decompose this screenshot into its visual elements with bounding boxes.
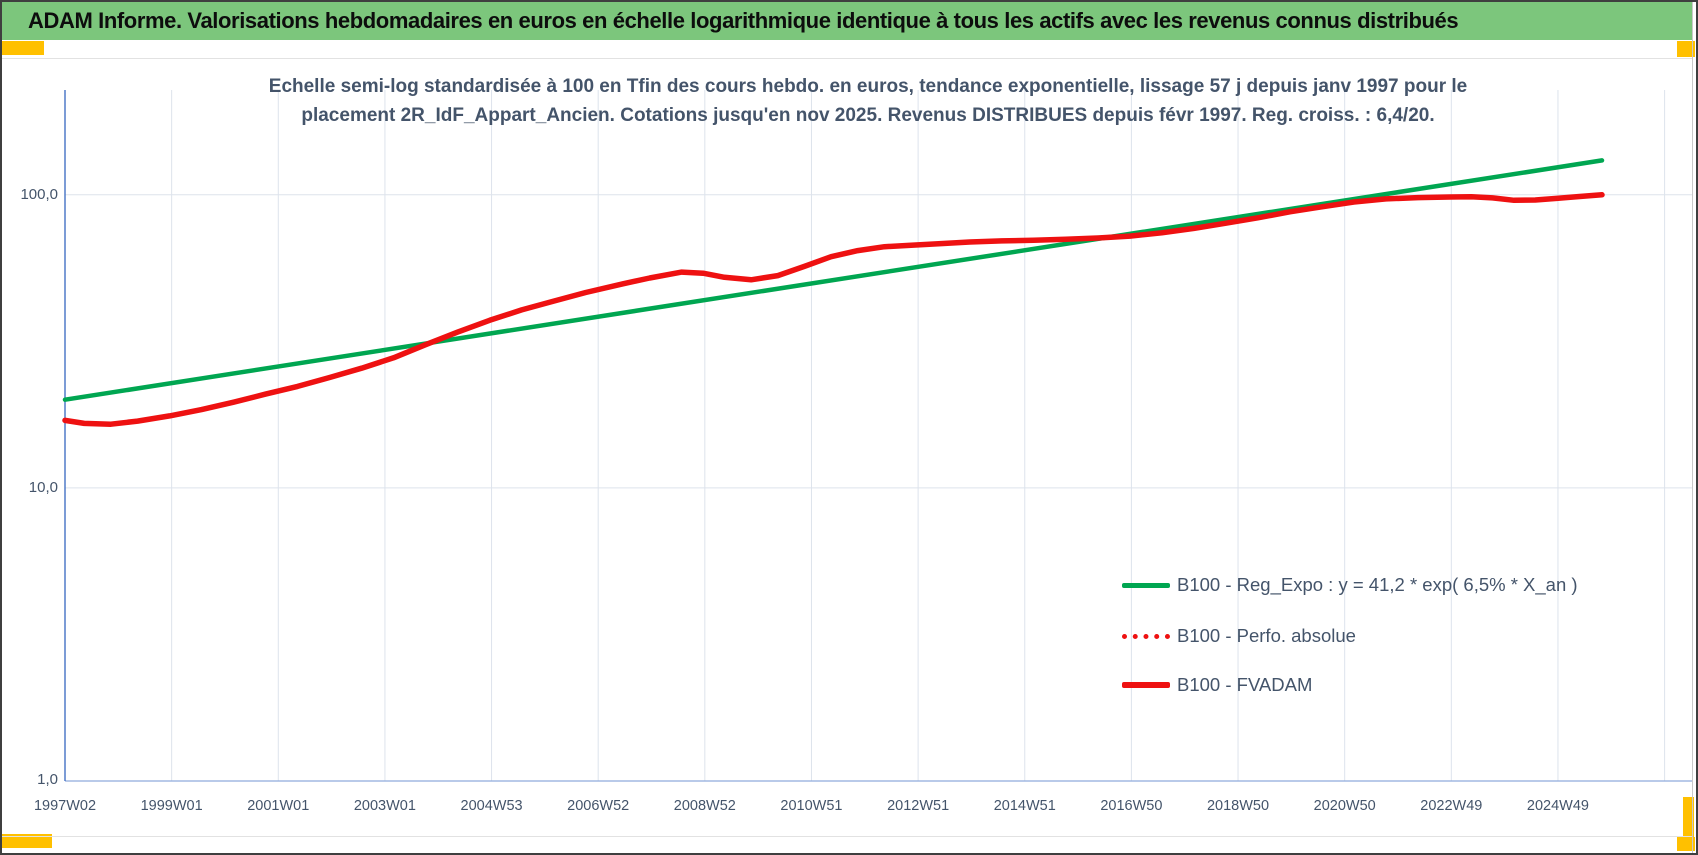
green-line-sample-icon	[1122, 582, 1170, 588]
x-axis-tick-label: 2012W51	[887, 798, 950, 814]
legend-item-fvadam[interactable]: B100 - FVADAM	[1122, 672, 1312, 698]
yellow-cell-top-left	[2, 41, 44, 55]
y-axis-tick-label-100: 100,0	[20, 186, 58, 203]
series-perfo-absolue-line	[63, 193, 1604, 426]
x-axis-tick-label: 2024W49	[1526, 798, 1589, 814]
x-axis-tick-label: 2003W01	[353, 798, 416, 814]
series-reg-expo-line	[62, 158, 1605, 402]
row-divider-top	[2, 58, 1692, 59]
series-fvadam-line	[62, 192, 1605, 427]
x-axis-tick-label: 2020W50	[1313, 798, 1376, 814]
x-axis-tick-label: 1999W01	[140, 798, 203, 814]
banner-title: ADAM Informe. Valorisations hebdomadaire…	[28, 8, 1459, 33]
legend-item-reg-expo[interactable]: B100 - Reg_Expo : y = 41,2 * exp( 6,5% *…	[1122, 572, 1578, 598]
chart-title-line1: Echelle semi-log standardisée à 100 en T…	[268, 76, 1468, 97]
x-axis-tick-label: 2016W50	[1100, 798, 1163, 814]
banner: ADAM Informe. Valorisations hebdomadaire…	[2, 2, 1692, 40]
x-axis-tick-label: 2004W53	[460, 798, 523, 814]
x-axis-tick-label: 2010W51	[780, 798, 843, 814]
row-divider-bottom	[2, 836, 1692, 837]
legend-label: B100 - Reg_Expo : y = 41,2 * exp( 6,5% *…	[1177, 574, 1578, 595]
sheet-right-divider	[1692, 2, 1693, 853]
chart-title: Echelle semi-log standardisée à 100 en T…	[138, 72, 1598, 130]
x-axis-tick-label: 2018W50	[1206, 798, 1270, 814]
legend-item-perfo-absolue[interactable]: B100 - Perfo. absolue	[1122, 623, 1356, 649]
y-axis-tick-label-10: 10,0	[28, 479, 58, 496]
red-line-sample-icon	[1122, 682, 1170, 688]
y-axis-tick-label-1: 1,0	[37, 771, 58, 788]
x-axis-tick-label: 2006W52	[567, 798, 630, 814]
legend-label: B100 - Perfo. absolue	[1177, 625, 1356, 646]
red-dotted-line-sample-icon	[1122, 633, 1170, 639]
x-axis-tick-label: 2001W01	[247, 798, 310, 814]
yellow-cell-top-right	[1677, 41, 1695, 57]
yellow-cell-bottom-right	[1677, 837, 1695, 851]
x-axis-tick-label: 1997W02	[33, 798, 97, 814]
x-axis-tick-label: 2014W51	[993, 798, 1056, 814]
chart-title-line2: placement 2R_IdF_Appart_Ancien. Cotation…	[301, 105, 1435, 126]
legend-label: B100 - FVADAM	[1177, 674, 1313, 695]
yellow-cell-bottom-left	[2, 834, 52, 848]
x-axis-tick-label: 2022W49	[1420, 798, 1483, 814]
x-axis-tick-label: 2008W52	[673, 798, 736, 814]
yellow-bar-right	[1683, 797, 1694, 837]
